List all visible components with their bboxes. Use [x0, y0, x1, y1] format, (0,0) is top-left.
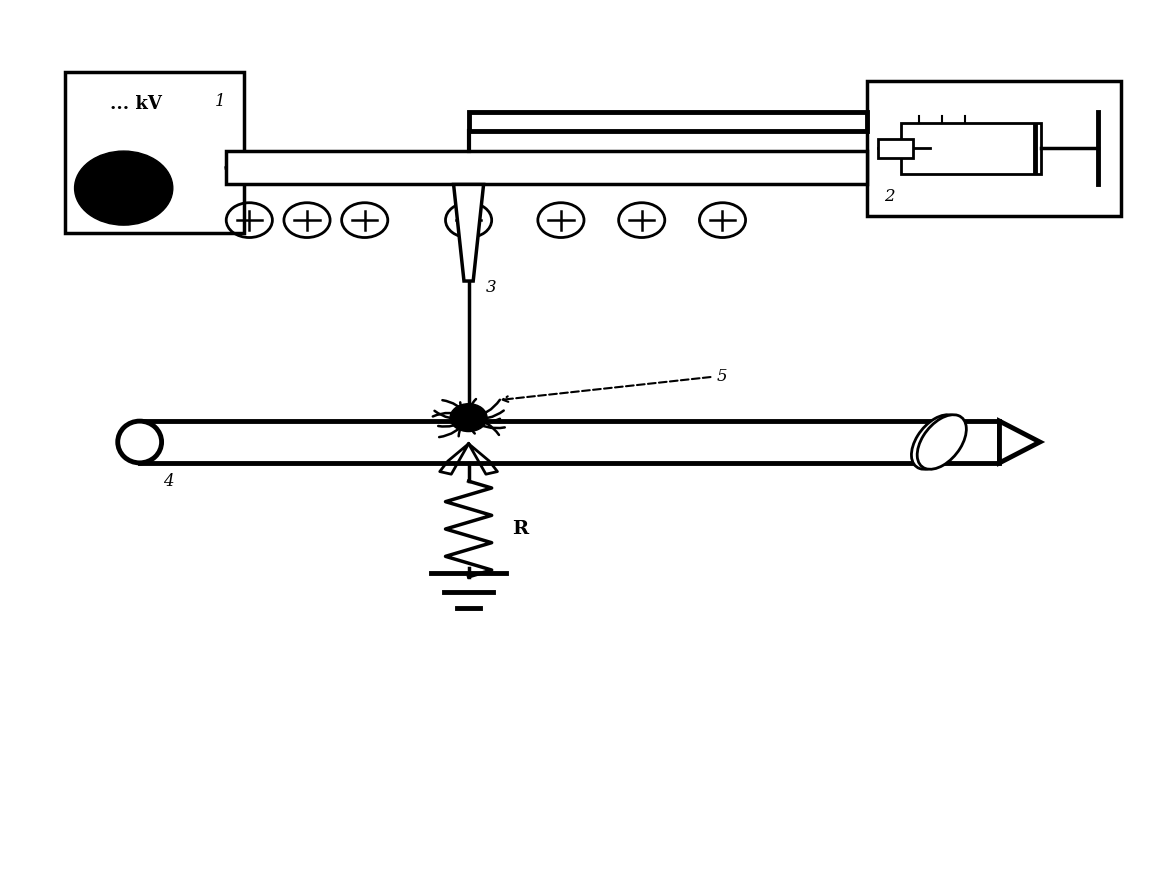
Polygon shape [1000, 421, 1040, 463]
Circle shape [450, 404, 487, 431]
FancyBboxPatch shape [140, 421, 1000, 463]
Text: 2: 2 [884, 188, 895, 205]
FancyBboxPatch shape [878, 139, 913, 157]
Ellipse shape [911, 415, 960, 469]
Circle shape [75, 151, 173, 225]
Text: R: R [513, 520, 529, 538]
FancyBboxPatch shape [227, 151, 867, 185]
Text: 4: 4 [164, 473, 174, 490]
Ellipse shape [118, 421, 161, 463]
FancyBboxPatch shape [468, 112, 867, 132]
Text: ... kV: ... kV [110, 95, 162, 113]
Ellipse shape [917, 415, 966, 469]
FancyBboxPatch shape [64, 72, 244, 233]
Text: 3: 3 [486, 278, 496, 295]
Text: 1: 1 [215, 93, 225, 110]
FancyBboxPatch shape [867, 81, 1120, 216]
Polygon shape [453, 185, 484, 281]
FancyBboxPatch shape [902, 123, 1041, 174]
Text: 5: 5 [717, 369, 728, 385]
